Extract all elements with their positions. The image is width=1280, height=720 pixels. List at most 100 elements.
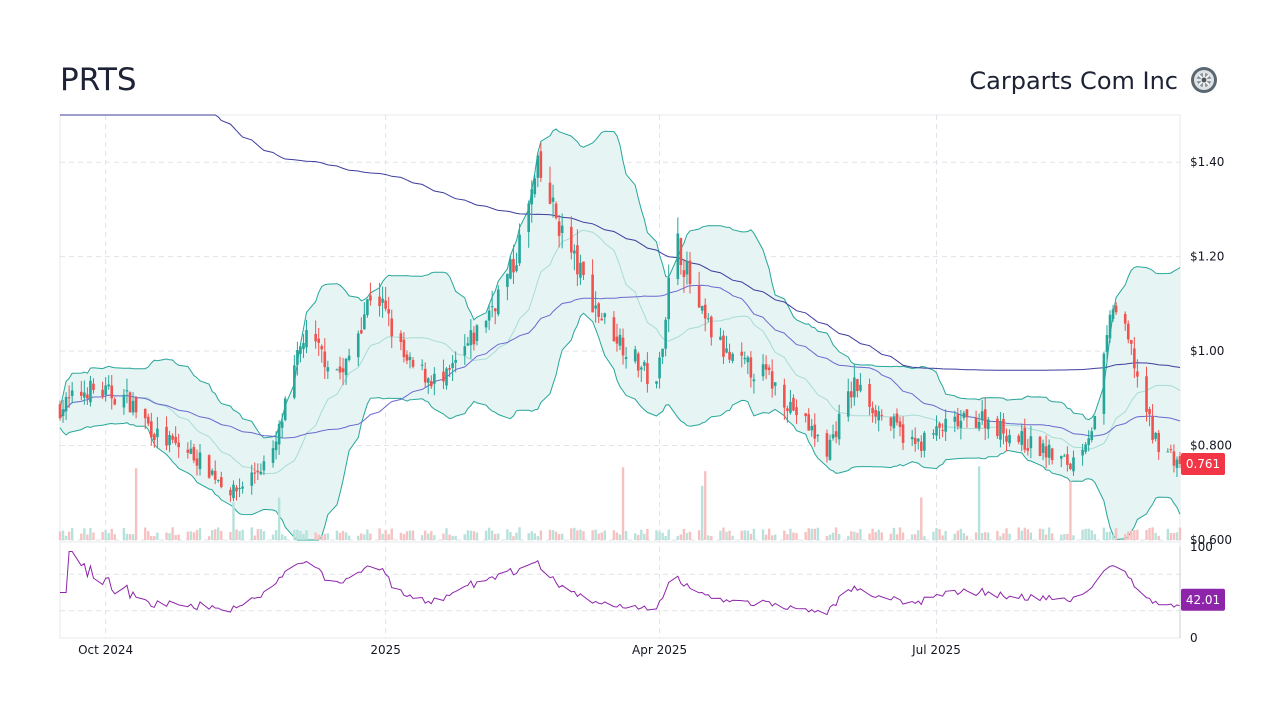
- volume-bar: [442, 533, 445, 540]
- volume-bar: [1087, 528, 1090, 540]
- candle-body: [207, 455, 211, 478]
- candle-body: [61, 409, 65, 417]
- volume-bar: [229, 531, 232, 540]
- volume-bar: [1145, 529, 1148, 540]
- time-tick-label: 2025: [370, 643, 401, 657]
- candle-body: [271, 448, 275, 463]
- candle-body: [965, 409, 969, 418]
- candle-body: [1090, 431, 1094, 441]
- volume-bar: [122, 527, 126, 540]
- volume-bar: [347, 535, 351, 540]
- volume-bar: [804, 531, 807, 540]
- volume-bar: [597, 533, 600, 540]
- candle-body: [600, 318, 604, 321]
- volume-bar: [850, 531, 853, 540]
- candle-body: [241, 486, 244, 489]
- volume-bar: [341, 530, 345, 540]
- candle-body: [1023, 427, 1027, 450]
- candle-body: [338, 366, 342, 373]
- candle-body: [1105, 335, 1109, 352]
- candle-body: [113, 399, 117, 405]
- candle-body: [935, 426, 938, 436]
- candle-body: [229, 489, 232, 496]
- volume-bar: [475, 532, 479, 540]
- volume-bar: [338, 532, 342, 540]
- volume-bar: [554, 531, 558, 540]
- volume-bar: [296, 529, 299, 540]
- candle-body: [953, 416, 957, 422]
- candle-body: [624, 357, 628, 360]
- candle-body: [533, 178, 537, 195]
- candle-body: [378, 296, 381, 307]
- candle-body: [570, 226, 573, 253]
- volume-bar: [411, 530, 415, 540]
- candle-body: [1020, 431, 1024, 445]
- candle-body: [122, 394, 126, 408]
- candle-body: [469, 330, 473, 346]
- value-badges: 0.761 42.01: [1181, 452, 1225, 611]
- candle-body: [131, 400, 135, 413]
- volume-bar: [1154, 532, 1157, 540]
- volume-bar: [710, 536, 713, 540]
- volume-bar: [868, 533, 871, 540]
- volume-bar: [697, 530, 701, 540]
- volume-bar: [490, 530, 494, 540]
- volume-bar: [305, 530, 308, 540]
- volume-bar: [472, 531, 476, 540]
- volume-bar: [655, 530, 658, 540]
- candle-body: [454, 359, 457, 363]
- candle-body: [868, 384, 871, 407]
- volume-bar: [405, 531, 409, 540]
- volume-bar: [64, 535, 68, 540]
- volume-bar: [679, 534, 683, 540]
- candle-body: [646, 363, 649, 385]
- candle-body: [220, 477, 223, 488]
- candle-body: [901, 424, 905, 443]
- volume-bar: [1029, 532, 1033, 540]
- candle-body: [697, 285, 701, 308]
- candle-body: [1157, 433, 1160, 452]
- candle-body: [466, 343, 470, 346]
- volume-bar: [1041, 528, 1045, 540]
- volume-bar: [195, 530, 199, 540]
- candle-body: [1081, 449, 1084, 456]
- candle-body: [430, 381, 433, 387]
- candle-body: [177, 442, 180, 448]
- candle-body: [1041, 443, 1045, 453]
- candle-body: [1017, 435, 1020, 442]
- volume-bar: [853, 531, 856, 540]
- volume-bar: [83, 528, 86, 540]
- candle-body: [633, 349, 637, 362]
- volume-bar: [807, 528, 810, 540]
- candle-body: [1026, 448, 1030, 451]
- volume-bar: [1108, 531, 1112, 540]
- volume-bar: [451, 535, 454, 540]
- candle-body: [807, 414, 810, 431]
- volume-bar: [920, 497, 923, 540]
- volume-bar: [293, 529, 296, 540]
- candle-body: [253, 472, 257, 474]
- candle-body: [676, 233, 680, 279]
- sma-long-line: [60, 114, 1181, 371]
- volume-bar: [548, 529, 552, 540]
- volume-bar: [560, 533, 564, 540]
- volume-bar: [402, 534, 406, 540]
- volume-bar: [859, 529, 862, 540]
- volume-bar: [719, 530, 722, 540]
- candle-body: [259, 471, 263, 475]
- volume-bar: [603, 530, 606, 540]
- candle-body: [859, 384, 862, 391]
- volume-bar: [974, 532, 978, 540]
- candle-body: [1029, 436, 1033, 449]
- volume-bar: [165, 532, 168, 540]
- candle-body: [892, 416, 896, 429]
- candle-body: [1178, 456, 1182, 464]
- volume-bar: [381, 533, 384, 540]
- candle-body: [1154, 432, 1157, 439]
- candle-body: [700, 305, 704, 311]
- candle-body: [719, 336, 722, 340]
- candle-body: [195, 458, 199, 466]
- candle-body: [722, 335, 725, 357]
- candle-body: [664, 319, 667, 349]
